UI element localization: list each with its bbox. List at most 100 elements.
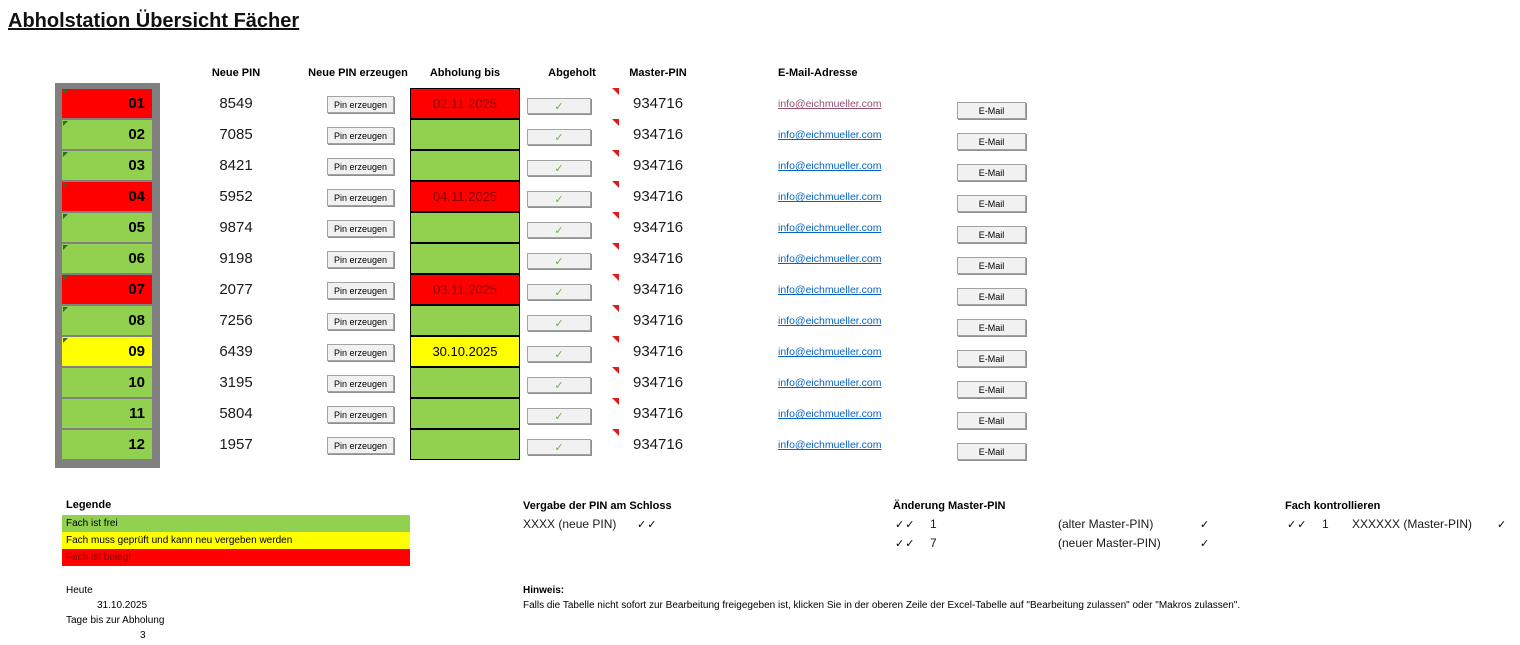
master-pin-value: 934716 (633, 188, 684, 205)
due-date-cell[interactable]: 04.11.2025 (410, 181, 520, 212)
pin-value: 8549 (219, 95, 253, 112)
abgeholt-button[interactable]: ✓ (527, 315, 591, 331)
check-icon: ✓ (554, 162, 564, 175)
abgeholt-button[interactable]: ✓ (527, 439, 591, 455)
abgeholt-button[interactable]: ✓ (527, 222, 591, 238)
email-button[interactable]: E-Mail (957, 443, 1026, 460)
abgeholt-button[interactable]: ✓ (527, 377, 591, 393)
due-date-cell[interactable] (410, 429, 520, 460)
pin-value: 2077 (219, 281, 253, 298)
pin-erzeugen-button[interactable]: Pin erzeugen (327, 158, 394, 175)
email-button[interactable]: E-Mail (957, 288, 1026, 305)
email-link[interactable]: info@eichmueller.com (778, 377, 882, 389)
due-date-cell[interactable] (410, 150, 520, 181)
email-button[interactable]: E-Mail (957, 350, 1026, 367)
email-button[interactable]: E-Mail (957, 102, 1026, 119)
error-indicator-icon (63, 121, 68, 126)
due-date-cell[interactable] (410, 367, 520, 398)
pin-value: 3195 (219, 374, 253, 391)
due-date-cell[interactable] (410, 212, 520, 243)
table-row: 02 7085 Pin erzeugen ✓ 934716 info@eichm… (0, 119, 1520, 150)
due-date-cell[interactable] (410, 305, 520, 336)
days-until-pickup-value: 3 (140, 630, 146, 641)
email-button[interactable]: E-Mail (957, 412, 1026, 429)
locker-cell: 04 (62, 182, 152, 211)
comment-indicator-icon (612, 212, 619, 219)
error-indicator-icon (63, 276, 68, 281)
abgeholt-button[interactable]: ✓ (527, 284, 591, 300)
locker-number: 04 (128, 188, 145, 205)
pin-erzeugen-button[interactable]: Pin erzeugen (327, 406, 394, 423)
pin-erzeugen-button[interactable]: Pin erzeugen (327, 282, 394, 299)
due-date-cell[interactable] (410, 243, 520, 274)
table-row: 09 6439 Pin erzeugen 30.10.2025 ✓ 934716… (0, 336, 1520, 367)
master-pin-cell: 934716 (612, 274, 722, 305)
pin-erzeugen-button[interactable]: Pin erzeugen (327, 375, 394, 392)
abgeholt-button[interactable]: ✓ (527, 408, 591, 424)
pin-erzeugen-button[interactable]: Pin erzeugen (327, 251, 394, 268)
email-button[interactable]: E-Mail (957, 226, 1026, 243)
email-link[interactable]: info@eichmueller.com (778, 160, 882, 172)
master-pin-cell: 934716 (612, 243, 722, 274)
due-date-cell[interactable] (410, 398, 520, 429)
table-row: 10 3195 Pin erzeugen ✓ 934716 info@eichm… (0, 367, 1520, 398)
pin-erzeugen-button[interactable]: Pin erzeugen (327, 127, 394, 144)
email-link[interactable]: info@eichmueller.com (778, 408, 882, 420)
locker-cell: 01 (62, 89, 152, 118)
email-link[interactable]: info@eichmueller.com (778, 346, 882, 358)
pin-erzeugen-button[interactable]: Pin erzeugen (327, 437, 394, 454)
abgeholt-button[interactable]: ✓ (527, 129, 591, 145)
locker-cell: 02 (62, 120, 152, 149)
due-date-cell[interactable]: 03.11.2025 (410, 274, 520, 305)
comment-indicator-icon (612, 181, 619, 188)
pin-erzeugen-button[interactable]: Pin erzeugen (327, 313, 394, 330)
pin-erzeugen-button[interactable]: Pin erzeugen (327, 189, 394, 206)
master-pin-value: 934716 (633, 250, 684, 267)
master-pin-cell: 934716 (612, 150, 722, 181)
email-link[interactable]: info@eichmueller.com (778, 222, 882, 234)
email-button[interactable]: E-Mail (957, 319, 1026, 336)
page-title: Abholstation Übersicht Fächer (8, 10, 300, 32)
email-button[interactable]: E-Mail (957, 257, 1026, 274)
table-row: 06 9198 Pin erzeugen ✓ 934716 info@eichm… (0, 243, 1520, 274)
locker-cell: 05 (62, 213, 152, 242)
locker-number: 11 (129, 405, 145, 422)
abgeholt-button[interactable]: ✓ (527, 160, 591, 176)
email-link[interactable]: info@eichmueller.com (778, 253, 882, 265)
master-pin-cell: 934716 (612, 367, 722, 398)
master-pin-cell: 934716 (612, 181, 722, 212)
due-date-cell[interactable] (410, 119, 520, 150)
email-button[interactable]: E-Mail (957, 381, 1026, 398)
email-link[interactable]: info@eichmueller.com (778, 284, 882, 296)
master-pin-value: 934716 (633, 126, 684, 143)
email-button[interactable]: E-Mail (957, 133, 1026, 150)
email-link[interactable]: info@eichmueller.com (778, 191, 882, 203)
abgeholt-button[interactable]: ✓ (527, 191, 591, 207)
pin-erzeugen-button[interactable]: Pin erzeugen (327, 344, 394, 361)
error-indicator-icon (63, 245, 68, 250)
pin-value: 1957 (219, 436, 253, 453)
pin-value: 7256 (219, 312, 253, 329)
email-button[interactable]: E-Mail (957, 164, 1026, 181)
master-pin-cell: 934716 (612, 398, 722, 429)
table-row: 12 1957 Pin erzeugen ✓ 934716 info@eichm… (0, 429, 1520, 460)
email-link[interactable]: info@eichmueller.com (778, 439, 882, 451)
aenderung-row1-digit: 1 (930, 517, 937, 531)
email-button[interactable]: E-Mail (957, 195, 1026, 212)
header-abgeholt: Abgeholt (548, 67, 596, 79)
pin-erzeugen-button[interactable]: Pin erzeugen (327, 220, 394, 237)
email-link[interactable]: info@eichmueller.com (778, 315, 882, 327)
pin-erzeugen-button[interactable]: Pin erzeugen (327, 96, 394, 113)
abgeholt-button[interactable]: ✓ (527, 98, 591, 114)
due-date-cell[interactable]: 02.11.2025 (410, 88, 520, 119)
locker-cell: 06 (62, 244, 152, 273)
abgeholt-button[interactable]: ✓ (527, 253, 591, 269)
email-link[interactable]: info@eichmueller.com (778, 129, 882, 141)
header-master-pin: Master-PIN (629, 67, 687, 79)
email-link[interactable]: info@eichmueller.com (778, 98, 882, 110)
pin-value: 6439 (219, 343, 253, 360)
kontrollieren-label: XXXXXX (Master-PIN) (1352, 517, 1473, 531)
locker-number: 03 (128, 157, 145, 174)
due-date-cell[interactable]: 30.10.2025 (410, 336, 520, 367)
abgeholt-button[interactable]: ✓ (527, 346, 591, 362)
